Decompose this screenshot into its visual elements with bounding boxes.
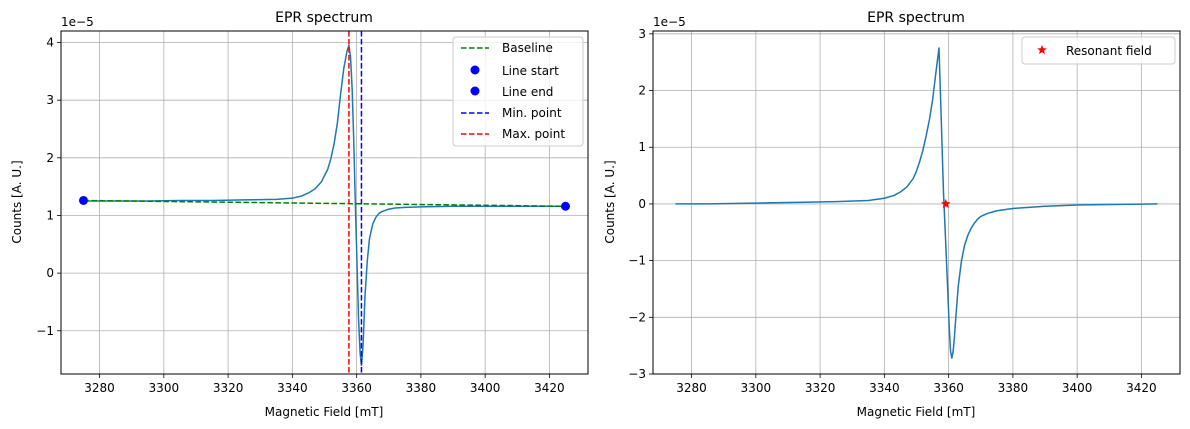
left-chart: 3280 3300 3320 3340 3360 3380 3400 3420−101234 … xyxy=(10,10,589,419)
right-y-tick-label: −1 xyxy=(628,254,646,268)
legend-label-max-point: Max. point xyxy=(502,127,565,141)
right-resonant-field-marker xyxy=(940,198,951,208)
left-axes-frame xyxy=(60,30,589,375)
legend-label-resonant-field: Resonant field xyxy=(1066,44,1152,58)
right-y-tick-label: 2 xyxy=(638,84,646,98)
right-x-tick-label: 3360 xyxy=(933,381,964,395)
right-y-tick-label: 0 xyxy=(638,197,646,211)
left-x-tick-label: 3360 xyxy=(341,381,372,395)
left-title: EPR spectrum xyxy=(275,10,373,26)
right-x-tick-label: 3300 xyxy=(741,381,772,395)
left-x-tick-label: 3320 xyxy=(213,381,244,395)
left-x-tick-label: 3400 xyxy=(470,381,501,395)
left-offset-text: 1e−5 xyxy=(61,15,94,29)
right-x-tick-label: 3280 xyxy=(676,381,707,395)
left-x-tick-label: 3300 xyxy=(149,381,180,395)
right-x-tick-label: 3320 xyxy=(805,381,836,395)
legend-swatch-line-end xyxy=(470,86,480,96)
legend-swatch-line-start xyxy=(470,65,480,75)
right-x-tick-label: 3420 xyxy=(1126,381,1157,395)
right-x-label: Magnetic Field [mT] xyxy=(857,405,976,419)
left-baseline-line xyxy=(83,199,566,207)
legend-label-min-point: Min. point xyxy=(502,106,562,120)
left-ticks: 3280 3300 3320 3340 3360 3380 3400 3420 −1 0 1 2 3 4 xyxy=(36,36,564,395)
legend-label-line-start: Line start xyxy=(502,64,559,78)
left-line-start-marker xyxy=(78,195,88,205)
left-y-tick-label: 4 xyxy=(46,36,54,50)
right-spectrum-line xyxy=(675,47,1158,359)
right-y-tick-label: −3 xyxy=(628,367,646,381)
legend-label-line-end: Line end xyxy=(502,85,553,99)
right-chart: 3280 3300 3320 3340 3360 3380 3400 3420 −3 −2 −1 0 1… xyxy=(603,10,1181,419)
left-spectrum-line xyxy=(83,44,566,367)
right-offset-text: 1e−5 xyxy=(653,15,686,29)
left-legend: Baseline Line start Line end Min. point … xyxy=(452,36,584,147)
left-x-tick-label: 3280 xyxy=(84,381,115,395)
legend-label-baseline: Baseline xyxy=(502,41,553,55)
right-y-tick-label: −2 xyxy=(628,310,646,324)
right-y-tick-label: 1 xyxy=(638,140,646,154)
left-y-label: Counts [A. U.] xyxy=(10,160,24,243)
left-line-end-marker xyxy=(561,201,571,211)
left-x-label: Magnetic Field [mT] xyxy=(265,405,384,419)
right-ticks: 3280 3300 3320 3340 3360 3380 3400 3420 −3 −2 −1 0 1… xyxy=(628,27,1156,395)
left-y-tick-label: 2 xyxy=(46,151,54,165)
left-x-tick-label: 3420 xyxy=(534,381,565,395)
right-y-tick-label: 3 xyxy=(638,27,646,41)
right-x-tick-label: 3380 xyxy=(998,381,1029,395)
right-legend-box xyxy=(1021,36,1176,65)
left-x-tick-label: 3380 xyxy=(406,381,437,395)
left-y-tick-label: 1 xyxy=(46,208,54,222)
right-title: EPR spectrum xyxy=(867,10,965,26)
left-y-tick-label: −1 xyxy=(36,324,54,338)
left-series xyxy=(78,31,571,374)
left-y-tick-label: 3 xyxy=(46,93,54,107)
right-series xyxy=(675,47,1158,359)
right-axes-frame xyxy=(652,30,1181,375)
right-y-label: Counts [A. U.] xyxy=(603,160,617,243)
left-x-tick-label: 3340 xyxy=(277,381,308,395)
right-x-tick-label: 3340 xyxy=(869,381,900,395)
left-legend-box xyxy=(452,36,584,147)
right-x-tick-label: 3400 xyxy=(1062,381,1093,395)
right-legend: Resonant field xyxy=(1021,36,1176,65)
legend-swatch-resonant-field xyxy=(1037,45,1047,55)
right-grid xyxy=(653,31,1180,375)
left-y-tick-label: 0 xyxy=(46,266,54,280)
